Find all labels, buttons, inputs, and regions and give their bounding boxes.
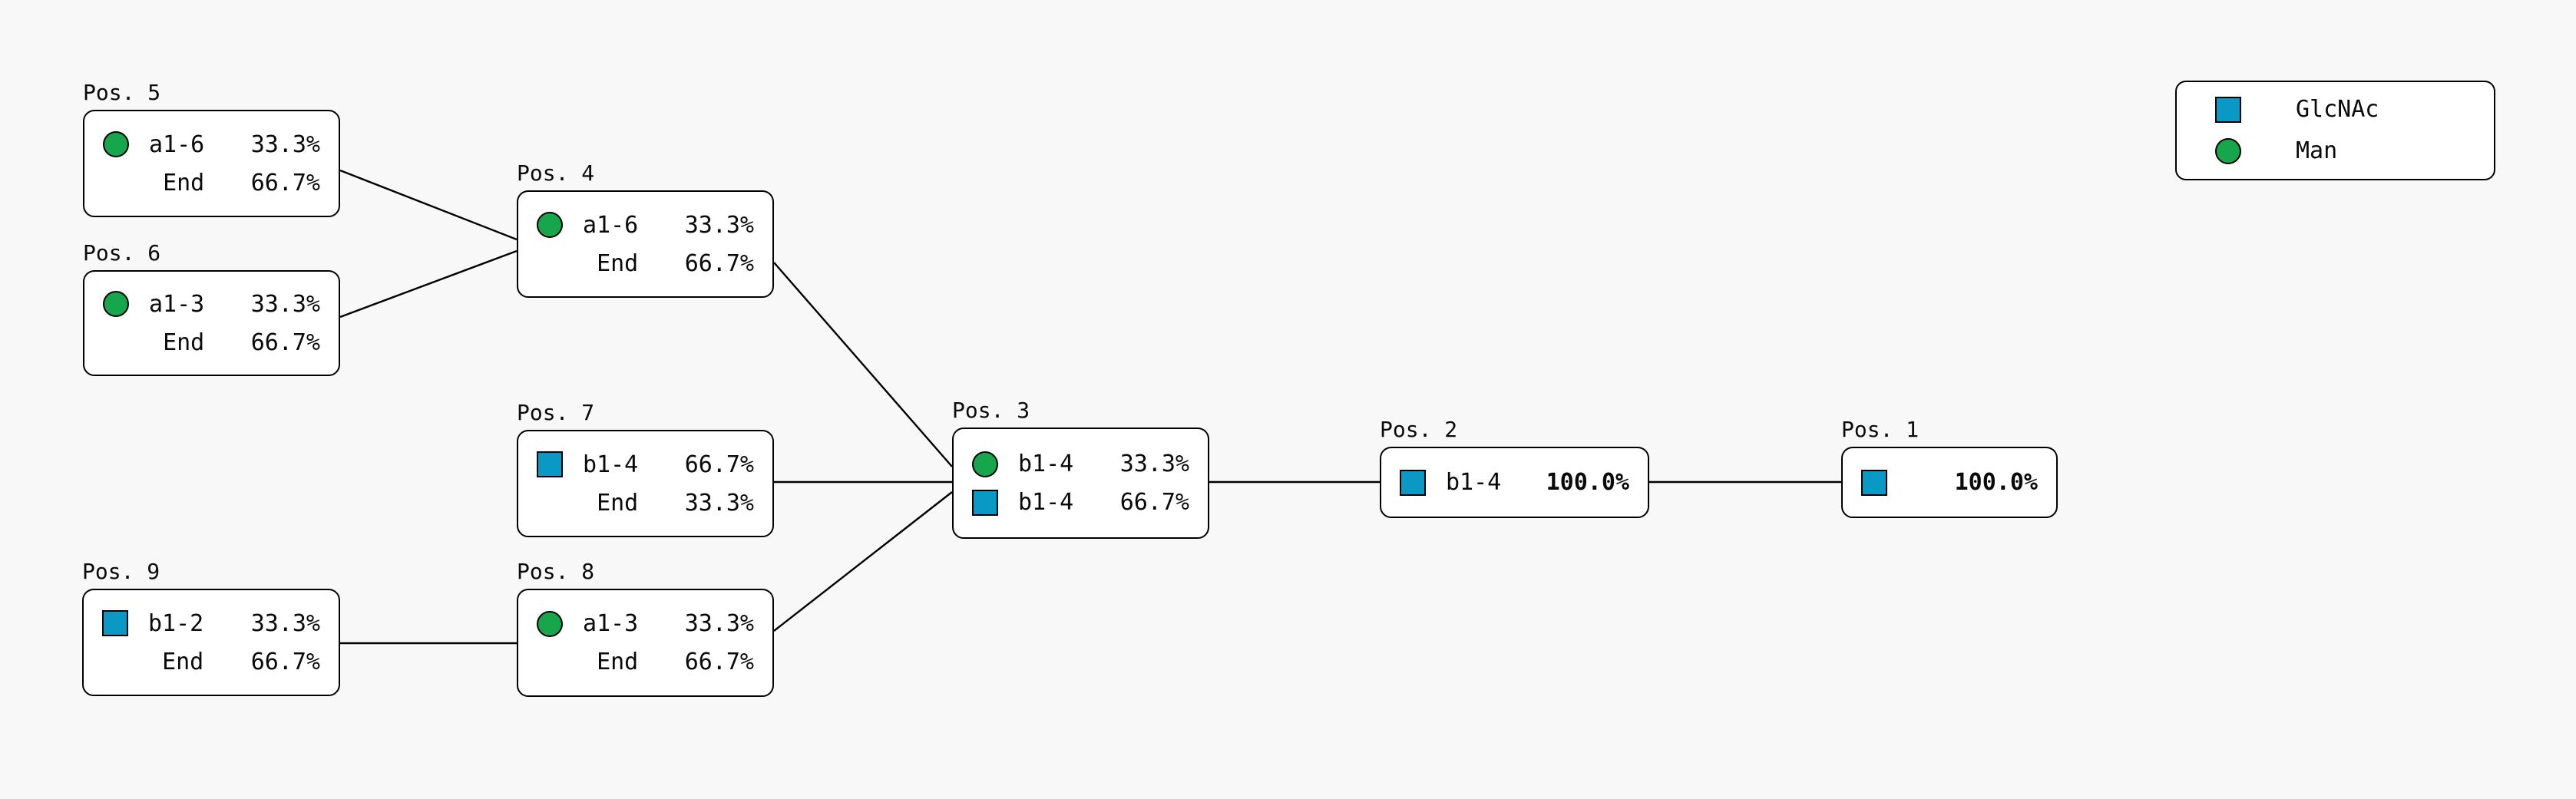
node-pos-7: Pos. 7 b1-4 66.7% End 33.3% [517, 402, 774, 537]
linkage-label: b1-4 [583, 451, 639, 478]
node-title: Pos. 6 [83, 240, 161, 266]
node-box: a1-3 33.3% End 66.7% [517, 589, 774, 697]
node-title: Pos. 7 [517, 400, 595, 425]
node-pos-1: Pos. 1 100.0% [1841, 419, 2058, 518]
linkage-label: b1-4 [1018, 451, 1074, 477]
percentage-label: 66.7% [1119, 489, 1189, 516]
linkage-label: a1-3 [149, 290, 205, 318]
linkage-label: End [162, 648, 204, 675]
glcnac-square-icon [2215, 97, 2241, 123]
linkage-label: End [597, 249, 639, 277]
node-box: a1-3 33.3% End 66.7% [83, 270, 340, 376]
legend-label-glcnac: GlcNAc [2296, 96, 2379, 123]
linkage-label: a1-6 [149, 130, 205, 158]
node-box: b1-4 33.3% b1-4 66.7% [952, 428, 1209, 539]
edge-pos5-pos4 [339, 169, 518, 241]
linkage-label: a1-6 [583, 211, 639, 239]
node-box: 100.0% [1841, 447, 2058, 518]
node-box: b1-4 100.0% [1380, 447, 1649, 518]
man-circle-icon [2215, 138, 2241, 164]
percentage-label: 33.3% [1119, 451, 1189, 477]
node-pos-9: Pos. 9 b1-2 33.3% End 66.7% [82, 561, 340, 696]
node-title: Pos. 9 [82, 559, 160, 584]
percentage-label: 100.0% [1546, 469, 1629, 496]
linkage-label: b1-4 [1018, 489, 1074, 516]
edge-pos6-pos4 [339, 249, 518, 319]
man-circle-icon [103, 131, 129, 157]
percentage-label: 66.7% [250, 648, 320, 675]
node-pos-5: Pos. 5 a1-6 33.3% End 66.7% [83, 82, 340, 217]
man-circle-icon [972, 451, 998, 477]
percentage-label: 66.7% [684, 451, 754, 478]
percentage-label: 33.3% [684, 610, 754, 637]
node-pos-3: Pos. 3 b1-4 33.3% b1-4 66.7% [952, 400, 1209, 539]
node-box: b1-4 66.7% End 33.3% [517, 430, 774, 537]
node-title: Pos. 8 [517, 559, 595, 584]
glcnac-square-icon [102, 610, 128, 636]
linkage-label: End [163, 329, 205, 356]
node-title: Pos. 2 [1380, 417, 1458, 442]
man-circle-icon [537, 610, 563, 637]
linkage-label: End [597, 489, 639, 517]
legend: GlcNAc Man [2175, 81, 2495, 180]
glcnac-square-icon [972, 489, 998, 516]
node-box: a1-6 33.3% End 66.7% [517, 190, 774, 298]
linkage-label: End [597, 649, 639, 675]
percentage-label: 100.0% [1954, 469, 2038, 496]
man-circle-icon [537, 212, 563, 238]
linkage-label: a1-3 [583, 610, 639, 637]
edge-pos8-pos3 [773, 491, 953, 632]
percentage-label: 66.7% [250, 329, 320, 356]
glcnac-square-icon [537, 451, 563, 477]
percentage-label: 33.3% [250, 609, 320, 637]
percentage-label: 33.3% [250, 290, 320, 318]
man-circle-icon [103, 291, 129, 317]
percentage-label: 33.3% [684, 211, 754, 239]
node-pos-4: Pos. 4 a1-6 33.3% End 66.7% [517, 163, 774, 298]
percentage-label: 33.3% [250, 130, 320, 158]
percentage-label: 66.7% [250, 169, 320, 196]
linkage-label: b1-2 [148, 609, 204, 637]
node-box: b1-2 33.3% End 66.7% [82, 589, 340, 696]
node-title: Pos. 1 [1841, 417, 1920, 442]
node-pos-8: Pos. 8 a1-3 33.3% End 66.7% [517, 561, 774, 697]
percentage-label: 66.7% [684, 249, 754, 277]
glcnac-square-icon [1861, 469, 1887, 496]
percentage-label: 33.3% [684, 489, 754, 517]
percentage-label: 66.7% [684, 649, 754, 675]
linkage-label: End [163, 169, 205, 196]
linkage-label: b1-4 [1446, 469, 1502, 496]
node-pos-6: Pos. 6 a1-3 33.3% End 66.7% [83, 243, 340, 376]
node-title: Pos. 3 [952, 398, 1030, 423]
edge-pos4-pos3 [773, 262, 953, 467]
node-box: a1-6 33.3% End 66.7% [83, 110, 340, 217]
node-title: Pos. 5 [83, 80, 161, 105]
legend-label-man: Man [2296, 137, 2338, 164]
node-pos-2: Pos. 2 b1-4 100.0% [1380, 419, 1649, 518]
glcnac-square-icon [1400, 469, 1426, 496]
node-title: Pos. 4 [517, 160, 595, 186]
